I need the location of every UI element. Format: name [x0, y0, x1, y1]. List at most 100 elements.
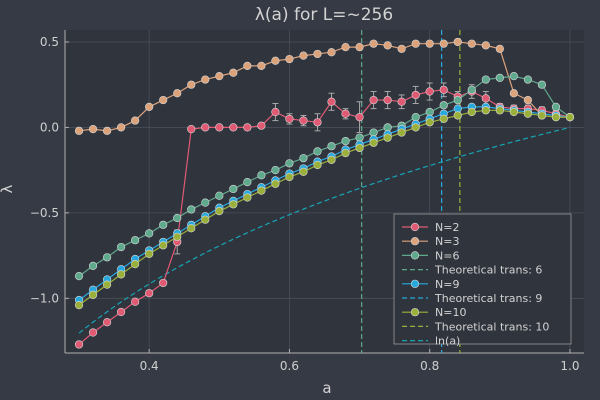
data-point	[411, 113, 420, 122]
data-point	[355, 133, 364, 142]
data-point	[187, 205, 196, 214]
data-point	[481, 106, 490, 115]
data-point	[74, 272, 84, 281]
y-tick-label: −0.5	[30, 206, 59, 220]
data-point	[131, 260, 140, 269]
data-point	[327, 142, 336, 151]
data-point	[131, 116, 140, 125]
data-point	[285, 114, 294, 123]
data-point	[383, 41, 392, 50]
data-point	[355, 143, 364, 153]
data-point	[341, 42, 350, 52]
legend-label: Theoretical trans: 9	[434, 292, 542, 305]
chart-title: λ(a) for L=~256	[255, 5, 393, 25]
data-point	[313, 49, 322, 59]
data-point	[159, 220, 168, 229]
data-point	[131, 236, 140, 245]
data-point	[509, 72, 518, 81]
data-point	[369, 39, 378, 48]
legend-box	[393, 213, 572, 345]
data-point	[439, 101, 448, 110]
data-point	[201, 123, 210, 132]
data-point	[88, 125, 98, 134]
data-point	[495, 44, 504, 53]
legend-label: Theoretical trans: 6	[434, 264, 542, 277]
legend-label: N=9	[435, 278, 459, 291]
legend-label: N=6	[435, 249, 459, 262]
data-point	[117, 307, 126, 317]
data-point	[215, 72, 224, 81]
legend-marker	[410, 279, 420, 288]
data-point	[215, 123, 224, 132]
data-point	[439, 39, 448, 48]
legend-label: N=10	[435, 306, 466, 319]
data-point	[257, 186, 266, 195]
data-point	[439, 114, 448, 123]
x-tick-label: 0.6	[280, 359, 299, 373]
data-point	[271, 107, 280, 117]
data-point	[229, 200, 238, 209]
data-point	[88, 328, 98, 337]
legend-item-n-3: N=3	[402, 235, 459, 248]
data-point	[285, 54, 294, 64]
data-point	[215, 191, 224, 200]
y-tick-label: 0.5	[40, 35, 59, 49]
legend-marker	[410, 308, 420, 317]
data-point	[369, 138, 378, 147]
x-tick-label: 0.8	[420, 359, 439, 373]
y-tick-label: −1.0	[30, 291, 59, 305]
y-tick-label: 0.0	[40, 120, 59, 134]
legend-item-theoretical-trans-6: Theoretical trans: 6	[402, 264, 542, 277]
data-point	[257, 61, 266, 70]
data-point	[313, 118, 322, 127]
data-point	[411, 123, 420, 132]
data-point	[285, 159, 294, 168]
data-point	[159, 278, 168, 288]
legend-item-n-10: N=10	[402, 306, 466, 319]
data-point	[145, 249, 154, 258]
data-point	[313, 160, 322, 170]
legend-item-theoretical-trans-10: Theoretical trans: 10	[402, 320, 549, 333]
data-point	[341, 148, 350, 158]
data-point	[509, 89, 518, 98]
data-point	[467, 85, 476, 94]
data-point	[397, 97, 406, 106]
plot-series	[74, 30, 575, 353]
data-point	[411, 90, 420, 100]
legend-item-n-6: N=6	[402, 249, 459, 262]
series-n-3	[74, 37, 575, 135]
series-ln-a	[78, 126, 571, 334]
x-tick-label: 1.0	[560, 359, 579, 373]
data-point	[481, 41, 490, 50]
legend-marker	[410, 222, 420, 232]
data-point	[88, 261, 98, 270]
data-point	[369, 128, 378, 137]
data-point	[159, 241, 168, 250]
data-point	[88, 290, 98, 299]
legend-marker	[410, 237, 420, 246]
data-point	[523, 109, 532, 118]
data-point	[285, 172, 294, 182]
curve-line	[78, 126, 571, 334]
data-point	[243, 193, 252, 202]
data-point	[243, 123, 252, 132]
data-point	[243, 178, 252, 187]
data-point	[383, 95, 392, 105]
data-point	[355, 42, 364, 52]
data-point	[257, 121, 266, 130]
data-point	[341, 136, 350, 146]
data-point	[201, 215, 210, 224]
tick-labels: 0.4 0.6 0.8 1.0 −1.0 −0.5 0.0 0.5	[30, 35, 580, 373]
data-point	[523, 75, 532, 84]
legend-item-n-2: N=2	[402, 221, 459, 234]
data-point	[565, 113, 575, 122]
data-point	[173, 213, 182, 223]
data-point	[271, 179, 280, 188]
data-point	[173, 232, 182, 241]
data-point	[327, 155, 336, 164]
data-point	[425, 39, 434, 48]
data-point	[159, 95, 168, 105]
data-point	[117, 242, 126, 252]
data-point	[481, 94, 490, 103]
